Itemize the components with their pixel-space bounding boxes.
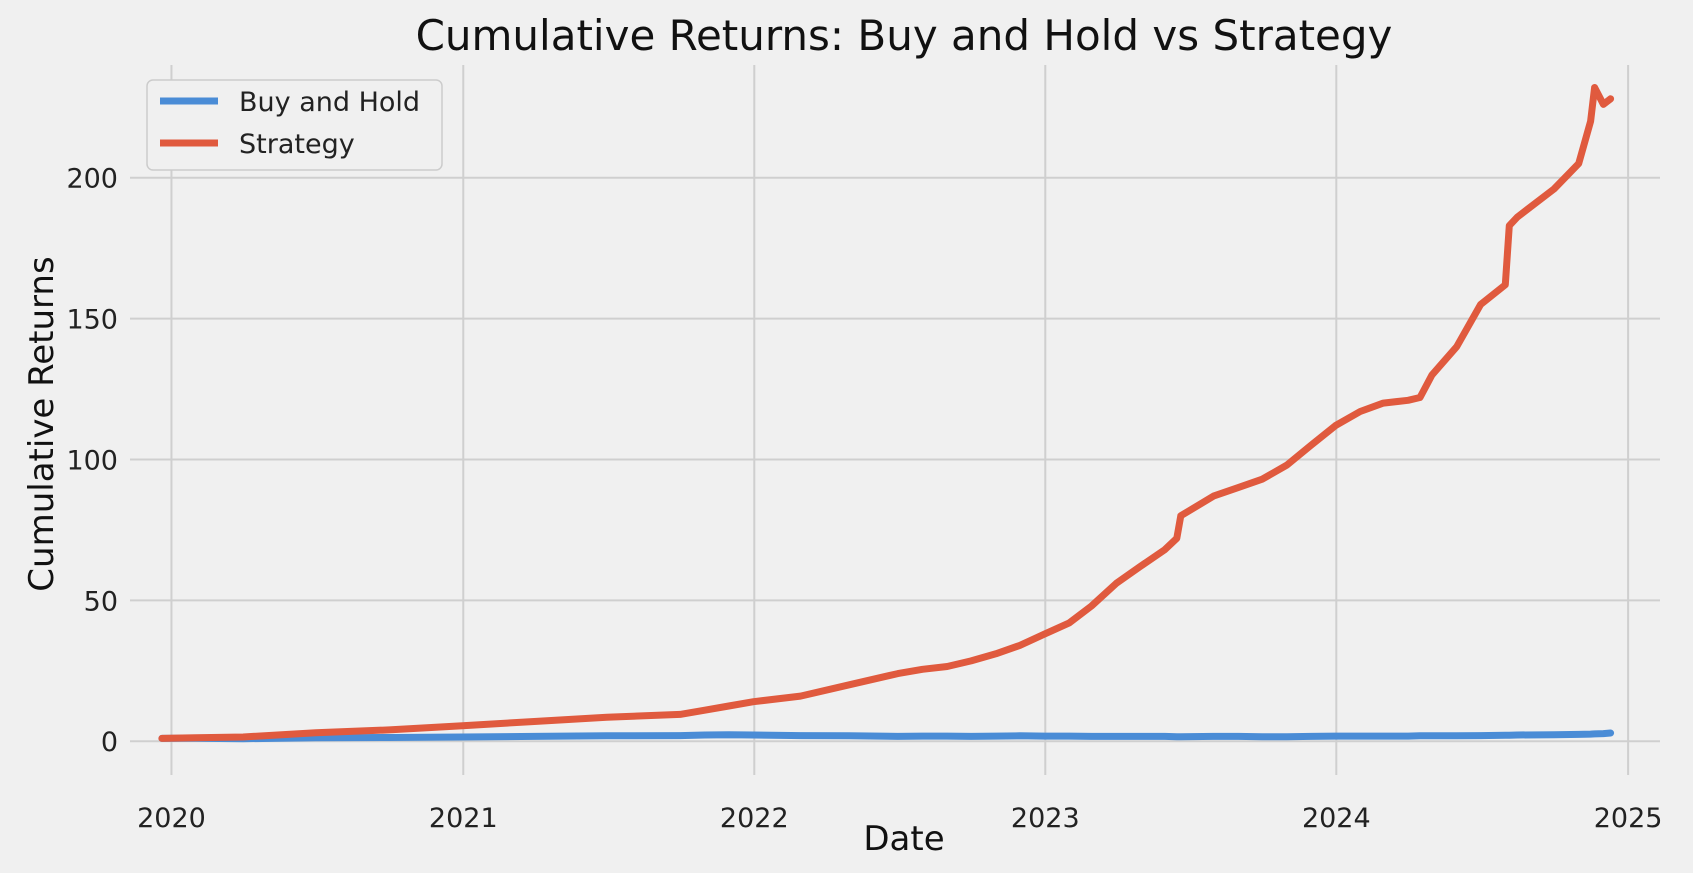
x-tick-label: 2020 bbox=[137, 803, 206, 834]
x-axis-title: Date bbox=[863, 819, 944, 859]
x-tick-label: 2025 bbox=[1594, 803, 1663, 834]
legend-box bbox=[146, 79, 443, 171]
y-tick-label: 50 bbox=[84, 586, 118, 617]
y-tick-label: 100 bbox=[66, 445, 118, 476]
x-axis-ticks: 2020 2021 2022 2023 2024 2025 bbox=[137, 803, 1662, 834]
x-tick-label: 2022 bbox=[720, 803, 789, 834]
y-axis-ticks: 0 50 100 150 200 bbox=[66, 164, 118, 758]
chart-title: Cumulative Returns: Buy and Hold vs Stra… bbox=[416, 11, 1393, 60]
legend-label-buy-and-hold: Buy and Hold bbox=[239, 87, 420, 118]
x-tick-label: 2024 bbox=[1302, 803, 1371, 834]
y-axis-title: Cumulative Returns bbox=[22, 256, 62, 591]
series-line-strategy bbox=[158, 84, 1615, 742]
y-tick-label: 150 bbox=[66, 305, 118, 336]
series-line-buy-and-hold bbox=[158, 729, 1615, 743]
legend: Buy and Hold Strategy bbox=[146, 79, 443, 171]
grid-lines bbox=[130, 65, 1660, 775]
series-lines bbox=[158, 84, 1615, 743]
x-tick-label: 2023 bbox=[1011, 803, 1080, 834]
y-tick-label: 0 bbox=[101, 727, 118, 758]
legend-label-strategy: Strategy bbox=[239, 129, 355, 160]
y-tick-label: 200 bbox=[66, 164, 118, 195]
x-tick-label: 2021 bbox=[429, 803, 498, 834]
